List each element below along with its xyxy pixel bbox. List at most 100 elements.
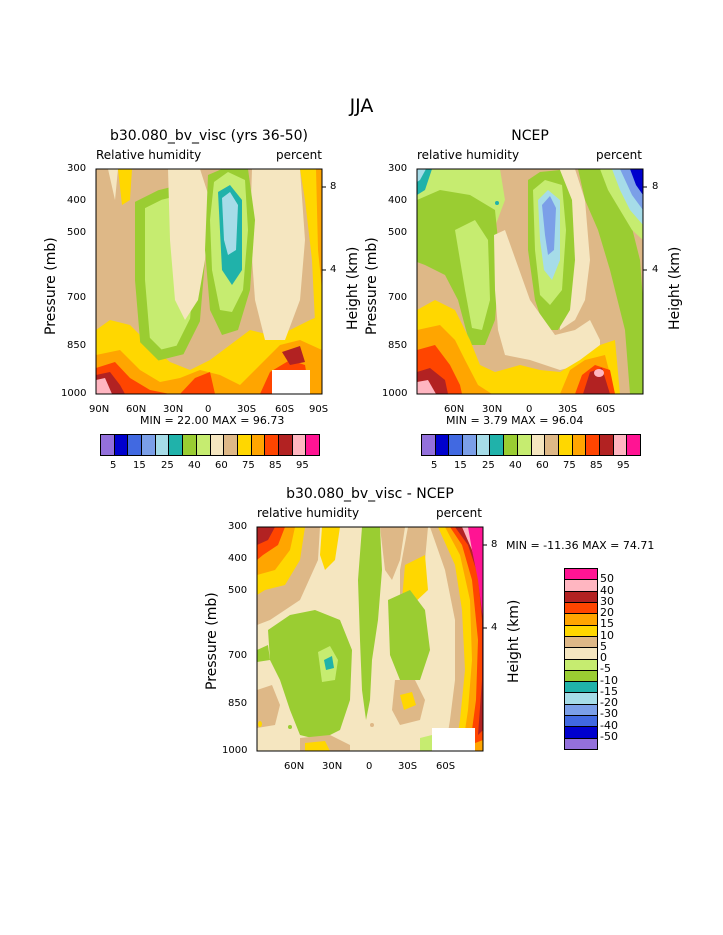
labelbar-diff: [564, 568, 598, 750]
lb2-swatch-15: [627, 435, 640, 455]
p1-ylabel: Pressure (mb): [43, 237, 59, 335]
panel3-left-label: relative humidity: [257, 506, 360, 520]
panel1-minmax: MIN = 22.00 MAX = 96.73: [140, 414, 285, 427]
panel3-title: b30.080_bv_visc - NCEP: [286, 486, 454, 502]
lb1-swatch-13: [278, 435, 293, 455]
lb3-swatch-8: [565, 659, 597, 671]
lb3-swatch-15: [565, 738, 597, 749]
panel2-right-label: percent: [596, 148, 642, 162]
p1-y2tick-8: 8: [330, 181, 337, 192]
lb3-swatch-9: [565, 670, 597, 683]
lb2-swatch-1: [435, 435, 450, 455]
lb1-label-95: 95: [296, 460, 309, 471]
p2-xtick-60S: 60S: [596, 404, 616, 415]
p1-ytick-700: 700: [67, 292, 87, 303]
p1-xtick-90N: 90N: [89, 404, 110, 415]
panel1-left-label: Relative humidity: [96, 148, 202, 162]
lb2-label-85: 85: [590, 460, 603, 471]
p1-xtick-0: 0: [205, 404, 212, 415]
lb3-swatch-11: [565, 693, 597, 705]
p3-xtick-0: 0: [366, 761, 373, 772]
p3-y2tick-8: 8: [491, 539, 498, 550]
page-title: JJA: [349, 95, 374, 117]
lb2-swatch-7: [517, 435, 532, 455]
lb3-label: 50: [600, 572, 614, 586]
lb2-swatch-5: [490, 435, 505, 455]
lb2-label-60: 60: [536, 460, 549, 471]
lb2-label-25: 25: [482, 460, 495, 471]
p2-ytick-300: 300: [388, 163, 408, 174]
panel2-minmax: MIN = 3.79 MAX = 96.04: [446, 414, 584, 427]
lb3-swatch-10: [565, 682, 597, 694]
p3-xtick-30S: 30S: [398, 761, 418, 772]
p2-ytick-850: 850: [388, 340, 408, 351]
lb1-swatch-15: [306, 435, 319, 455]
lb1-label-85: 85: [269, 460, 282, 471]
panel1-contours: [96, 169, 322, 394]
lb1-swatch-11: [251, 435, 266, 455]
lb3-swatch-13: [565, 716, 597, 728]
p1-xtick-60S: 60S: [275, 404, 295, 415]
lb3-swatch-3: [565, 602, 597, 615]
lb2-swatch-14: [613, 435, 628, 455]
lb3-swatch-14: [565, 727, 597, 739]
p2-y2tick-8: 8: [652, 181, 659, 192]
lb3-swatch-2: [565, 591, 597, 603]
lb1-label-25: 25: [161, 460, 174, 471]
lb3-swatch-6: [565, 636, 597, 649]
lb3-label: 15: [600, 617, 614, 631]
p3-ytick-300: 300: [228, 521, 248, 532]
lb3-swatch-1: [565, 580, 597, 592]
lb2-swatch-12: [586, 435, 600, 455]
p1-ytick-400: 400: [67, 195, 87, 206]
lb3-swatch-0: [565, 569, 597, 581]
lb1-swatch-14: [292, 435, 307, 455]
lb1-swatch-12: [265, 435, 279, 455]
lb2-swatch-0: [422, 435, 436, 455]
lb1-swatch-6: [183, 435, 197, 455]
p3-ytick-700: 700: [228, 650, 248, 661]
panel2-left-label: relative humidity: [417, 148, 520, 162]
lb2-label-95: 95: [617, 460, 630, 471]
lb3-swatch-7: [565, 648, 597, 660]
lb3-label: -5: [600, 662, 611, 676]
lb1-swatch-4: [155, 435, 170, 455]
panel3-minmax: MIN = -11.36 MAX = 74.71: [506, 539, 655, 552]
p3-xtick-30N: 30N: [322, 761, 343, 772]
lb2-swatch-6: [504, 435, 518, 455]
labelbar-left: [100, 434, 320, 456]
p2-ytick-700: 700: [388, 292, 408, 303]
lb3-swatch-5: [565, 625, 597, 637]
lb2-swatch-2: [449, 435, 464, 455]
p1-xtick-60N: 60N: [126, 404, 147, 415]
lb1-swatch-5: [169, 435, 184, 455]
lb1-swatch-3: [142, 435, 156, 455]
lb2-swatch-13: [599, 435, 614, 455]
lb3-label: -15: [600, 684, 618, 698]
lb2-label-5: 5: [431, 460, 438, 471]
p1-xtick-90S: 90S: [309, 404, 329, 415]
lb1-label-60: 60: [215, 460, 228, 471]
lb3-label: 30: [600, 594, 614, 608]
panel2-title: NCEP: [511, 128, 549, 144]
p2-ytick-500: 500: [388, 227, 408, 238]
lb1-label-15: 15: [133, 460, 146, 471]
p3-ytick-1000: 1000: [222, 745, 248, 756]
p3-y2tick-4: 4: [491, 622, 498, 633]
p2-ytick-400: 400: [388, 195, 408, 206]
p3-ytick-850: 850: [228, 698, 248, 709]
p1-ytick-850: 850: [67, 340, 87, 351]
panel1-right-label: percent: [276, 148, 322, 162]
lb1-swatch-8: [210, 435, 225, 455]
lb1-swatch-2: [128, 435, 143, 455]
lb1-swatch-7: [196, 435, 211, 455]
p1-ytick-500: 500: [67, 227, 87, 238]
lb1-swatch-10: [237, 435, 252, 455]
p2-ylabel: Pressure (mb): [364, 237, 380, 335]
lb3-label: 40: [600, 583, 614, 597]
lb1-label-40: 40: [188, 460, 201, 471]
lb1-swatch-0: [101, 435, 115, 455]
panel2-contours: [417, 169, 643, 394]
